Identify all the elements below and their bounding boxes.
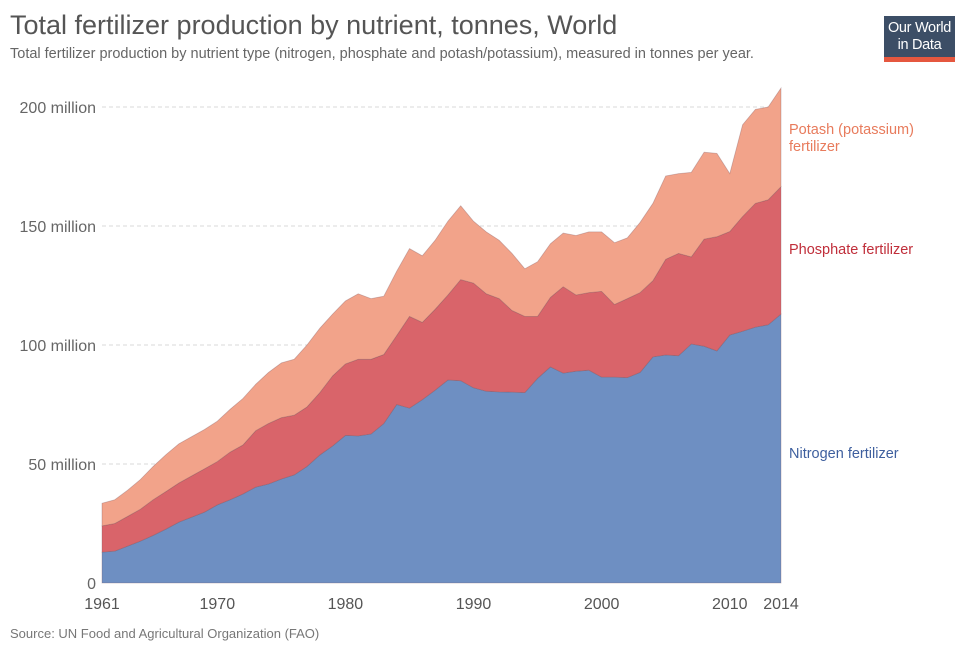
series-labels: Nitrogen fertilizer Phosphate fertilizer P… [789,122,914,462]
y-tick-label: 50 million [28,457,96,474]
logo-accent-bar [884,57,955,62]
x-tick-label: 1990 [456,596,492,613]
label-line: Potash (potassium) [789,122,914,138]
y-tick-label: 200 million [20,100,96,117]
logo-line1: Our World [887,20,952,36]
y-axis: 0 50 million 100 million 150 million 200 mil… [20,100,97,593]
chart-subtitle: Total fertilizer production by nutrient … [10,46,754,62]
logo-line2: in Data [897,37,942,53]
y-tick-label: 150 million [20,219,96,236]
source-note: Source: UN Food and Agricultural Organiz… [10,626,320,641]
series-areas [101,86,782,584]
x-tick-label: 2014 [763,596,799,613]
x-axis: 1961 1970 1980 1990 2000 2010 2014 [84,596,799,613]
area-potash-potassium-fertilizer [101,86,782,527]
x-tick-label: 2010 [712,596,748,613]
label-line: fertilizer [789,139,840,155]
owid-logo[interactable]: Our World in Data [884,16,955,62]
x-tick-label: 1980 [328,596,364,613]
y-tick-label: 100 million [20,338,96,355]
y-tick-label: 0 [87,576,96,593]
label-phosphate-fertilizer: Phosphate fertilizer [789,242,913,258]
label-nitrogen-fertilizer: Nitrogen fertilizer [789,446,899,462]
x-tick-label: 1961 [84,596,120,613]
x-tick-label: 1970 [200,596,236,613]
chart-title: Total fertilizer production by nutrient,… [10,10,618,40]
x-tick-label: 2000 [584,596,620,613]
label-potash-potassium-fertilizer: Potash (potassium) fertilizer [789,122,914,155]
